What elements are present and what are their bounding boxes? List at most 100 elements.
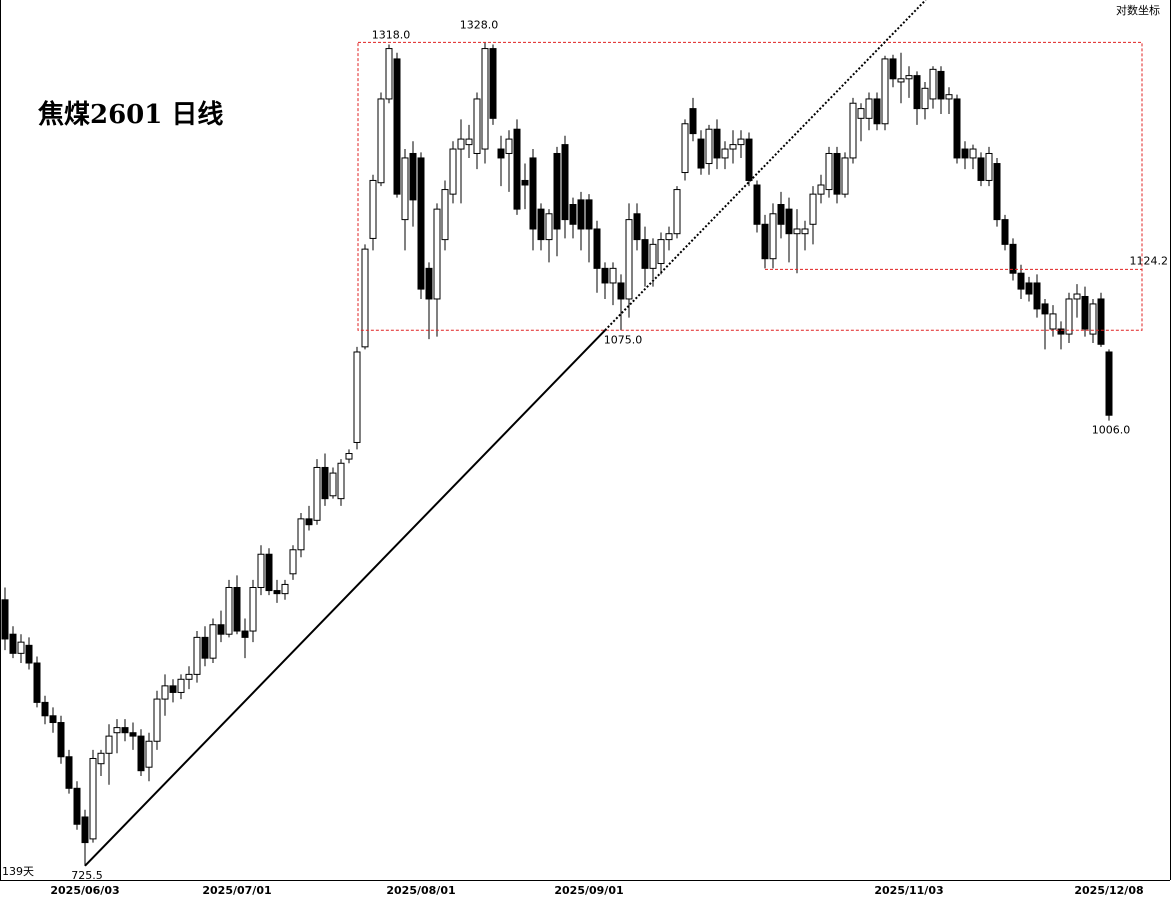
candle-body	[33, 662, 41, 703]
annotation-label: 1075.0	[604, 333, 643, 346]
candle-body	[1065, 298, 1073, 335]
candle-body	[377, 98, 385, 184]
candle-body	[841, 157, 849, 195]
candle-body	[833, 152, 841, 195]
candle-body	[89, 757, 97, 840]
candle-body	[449, 148, 457, 195]
candle-body	[857, 108, 865, 119]
candle-body	[385, 48, 393, 100]
trend-line	[84, 329, 606, 867]
candle-body	[241, 630, 249, 638]
candle-body	[1001, 219, 1009, 245]
candle-body	[281, 583, 289, 595]
candle-body	[137, 735, 145, 772]
candle-body	[641, 239, 649, 269]
candle-body	[1089, 303, 1097, 335]
candle-body	[337, 462, 345, 500]
candle-body	[969, 148, 977, 159]
candle-body	[785, 208, 793, 235]
candle-body	[673, 189, 681, 235]
x-tick-label: 2025/11/03	[874, 884, 943, 897]
candle-body	[313, 466, 321, 521]
candle-body	[9, 633, 17, 654]
candle-body	[929, 68, 937, 100]
candle-body	[689, 108, 697, 135]
candle-body	[417, 157, 425, 290]
candle-body	[769, 213, 777, 260]
candle-body	[657, 239, 665, 265]
range-box	[357, 41, 1143, 331]
candle-body	[233, 587, 241, 632]
annotation-label: 1328.0	[460, 18, 499, 31]
x-tick-label: 2025/12/08	[1074, 884, 1143, 897]
candle-body	[609, 267, 617, 284]
candle-body	[345, 453, 353, 460]
candle-body	[593, 228, 601, 269]
candle-body	[721, 148, 729, 159]
candle-body	[369, 179, 377, 239]
candle-body	[601, 267, 609, 284]
candle-body	[697, 138, 705, 169]
candle-body	[1057, 328, 1065, 335]
x-tick-label: 2025/08/01	[386, 884, 455, 897]
candle-body	[1073, 293, 1081, 300]
candle-body	[817, 184, 825, 195]
candle-body	[913, 75, 921, 110]
candle-body	[897, 78, 905, 83]
candle-body	[497, 148, 505, 159]
candle-body	[889, 58, 897, 80]
candle-body	[881, 58, 889, 125]
candle-body	[649, 243, 657, 269]
candle-body	[473, 98, 481, 154]
candle-body	[105, 735, 113, 754]
candle-body	[625, 219, 633, 300]
candle-body	[265, 553, 273, 592]
annotation-label: 1318.0	[372, 29, 411, 42]
candle-body	[529, 157, 537, 230]
candle-body	[185, 673, 193, 680]
candle-body	[97, 752, 105, 765]
candle-body	[921, 87, 929, 110]
candle-body	[713, 128, 721, 159]
candle-body	[481, 48, 489, 150]
candle-body	[129, 732, 137, 737]
candle-body	[945, 94, 953, 100]
candle-body	[209, 624, 217, 659]
candle-body	[753, 184, 761, 225]
candle-body	[169, 685, 177, 693]
candle-body	[457, 138, 465, 150]
candle-body	[153, 698, 161, 742]
candle-body	[425, 267, 433, 300]
candle-body	[41, 701, 49, 717]
candle-body	[809, 193, 817, 225]
candle-body	[1097, 298, 1105, 345]
candle-body	[937, 70, 945, 100]
trend-line-extension	[604, 0, 927, 331]
candle-body	[321, 466, 329, 500]
candle-body	[801, 228, 809, 235]
candle-body	[409, 152, 417, 201]
annotation-label: 725.5	[71, 869, 103, 882]
candle-body	[513, 128, 521, 210]
scale-label: 对数坐标	[1116, 3, 1160, 17]
candle-body	[393, 58, 401, 195]
candle-body	[777, 204, 785, 225]
period-label: 139天	[2, 865, 34, 878]
candle-body	[665, 233, 673, 241]
annotation-label: 1124.2	[1130, 254, 1169, 267]
candle-body	[433, 208, 441, 300]
candle-body	[865, 98, 873, 119]
candle-body	[225, 587, 233, 635]
candle-body	[1041, 303, 1049, 315]
candle-body	[849, 102, 857, 159]
candle-body	[113, 727, 121, 734]
candle-body	[545, 213, 553, 241]
candle-body	[553, 152, 561, 230]
candle-body	[585, 199, 593, 230]
candle-body	[1049, 313, 1057, 330]
candle-body	[441, 189, 449, 241]
candle-body	[873, 98, 881, 125]
candle-body	[193, 636, 201, 675]
